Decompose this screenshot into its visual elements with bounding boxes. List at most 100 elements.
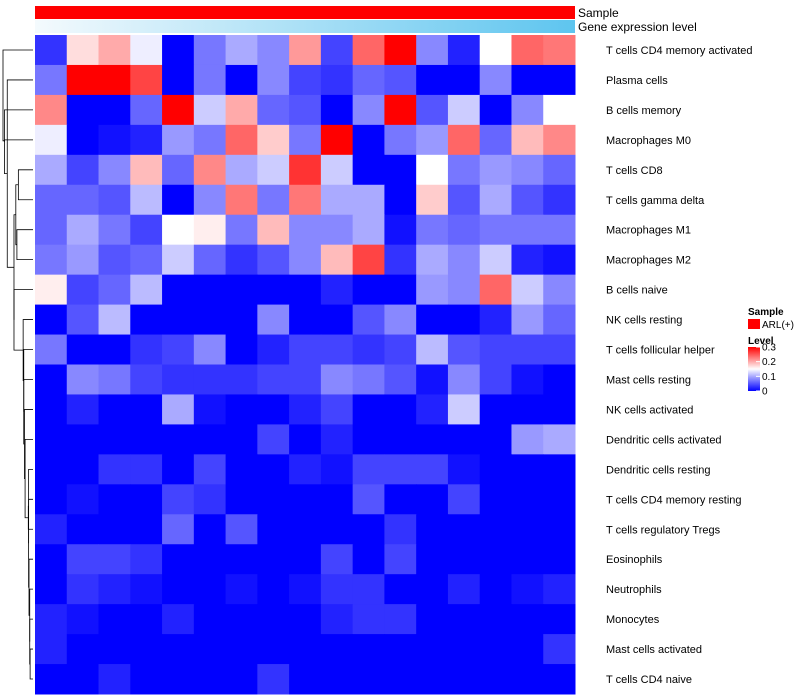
heatmap-cell (479, 184, 512, 216)
heatmap-cell (352, 424, 385, 455)
heatmap-cell (479, 394, 512, 425)
heatmap-cell (543, 154, 576, 186)
heatmap-cell (98, 574, 131, 605)
heatmap-cell (384, 394, 417, 425)
heatmap-cell (162, 394, 195, 425)
heatmap-cell (162, 364, 195, 395)
row-label: T cells CD4 memory resting (606, 494, 742, 506)
heatmap-cell (257, 574, 290, 605)
legend-sample-entry: ARL(+) (762, 320, 794, 331)
heatmap-cell (289, 94, 322, 126)
legend-level-title: Level (748, 336, 774, 347)
heatmap-cell (257, 454, 290, 485)
heatmap-cell (511, 244, 544, 276)
heatmap-cell (384, 64, 417, 96)
heatmap-cell (98, 64, 131, 96)
heatmap-cell (162, 244, 195, 276)
heatmap-cell (320, 304, 354, 336)
heatmap-cell (193, 184, 227, 216)
heatmap-cell (98, 424, 131, 455)
heatmap-cell (479, 214, 512, 246)
heatmap-cell (98, 244, 131, 276)
row-label: T cells gamma delta (606, 195, 705, 207)
heatmap-cell (225, 544, 258, 575)
dendrogram-branch (28, 558, 33, 616)
heatmap-cell (130, 574, 163, 605)
heatmap-cell (289, 604, 322, 635)
heatmap-cell (384, 544, 417, 575)
dendrogram-branch (13, 214, 16, 320)
dendrogram-branch (6, 79, 33, 268)
legend-sample-title: Sample (748, 307, 784, 318)
heatmap-cell (98, 484, 131, 515)
heatmap-cell (416, 664, 449, 695)
heatmap-cell (98, 214, 131, 246)
heatmap-cell (511, 124, 544, 156)
heatmap-cell (511, 514, 544, 545)
column-annotation-bars (35, 6, 575, 33)
heatmap-cell (193, 35, 227, 66)
heatmap-cell (543, 514, 576, 545)
heatmap-cell (162, 454, 195, 485)
heatmap-cell (98, 454, 131, 485)
heatmap-cell (257, 634, 290, 665)
heatmap-cell (98, 334, 131, 365)
heatmap-cell (320, 574, 354, 605)
heatmap-cell (543, 214, 576, 246)
annotation-bar-expression (35, 20, 575, 33)
heatmap-cell (98, 604, 131, 635)
heatmap-cell (543, 94, 576, 126)
heatmap-cell (416, 35, 449, 66)
heatmap-cell (162, 334, 195, 365)
heatmap-cell (162, 35, 195, 66)
heatmap-cell (162, 274, 195, 306)
heatmap-cell (543, 544, 576, 575)
heatmap-cell (384, 514, 417, 545)
heatmap-cell (66, 274, 100, 306)
heatmap-cell (35, 454, 68, 485)
heatmap-cell (320, 364, 354, 395)
heatmap-cell (193, 304, 227, 336)
heatmap-cell (193, 514, 227, 545)
heatmap-cell (511, 214, 544, 246)
heatmap-cell (98, 35, 131, 66)
row-label: NK cells activated (606, 404, 693, 416)
heatmap-cell (130, 214, 163, 246)
row-dendrogram (2, 49, 33, 680)
heatmap-cell (66, 484, 100, 515)
heatmap-cell (479, 664, 512, 695)
heatmap-cell (352, 454, 385, 485)
heatmap-cell (447, 244, 481, 276)
heatmap-cell (511, 484, 544, 515)
heatmap-cell (320, 274, 354, 306)
heatmap-cell (225, 334, 258, 365)
heatmap-cell (193, 334, 227, 365)
heatmap-cell (352, 484, 385, 515)
heatmap-cell (511, 94, 544, 126)
annotation-bar-sample (35, 6, 575, 19)
row-label: T cells regulatory Tregs (606, 524, 721, 536)
heatmap-cell (320, 334, 354, 365)
row-label: Dendritic cells activated (606, 434, 722, 446)
heatmap-cell (511, 544, 544, 575)
heatmap-cell (66, 424, 100, 455)
annotation-label-sample: Sample (578, 6, 619, 20)
heatmap-cell (66, 184, 100, 216)
heatmap-cell (511, 664, 544, 695)
heatmap-cell (66, 664, 100, 695)
heatmap-cell (479, 574, 512, 605)
heatmap-cell (66, 244, 100, 276)
heatmap-cell (511, 634, 544, 665)
heatmap-cell (479, 35, 512, 66)
dendrogram-branch (2, 49, 33, 142)
heatmap-cell (289, 334, 322, 365)
heatmap-cell (543, 454, 576, 485)
heatmap-cell (162, 424, 195, 455)
heatmap-cell (257, 484, 290, 515)
legend-level-ticks: 0.3 0.2 0.1 0 (756, 343, 776, 398)
heatmap-cell (162, 304, 195, 336)
row-label: Mast cells activated (606, 644, 702, 656)
heatmap-cell (479, 304, 512, 336)
heatmap-cell (66, 634, 100, 665)
heatmap-cell (543, 244, 576, 276)
